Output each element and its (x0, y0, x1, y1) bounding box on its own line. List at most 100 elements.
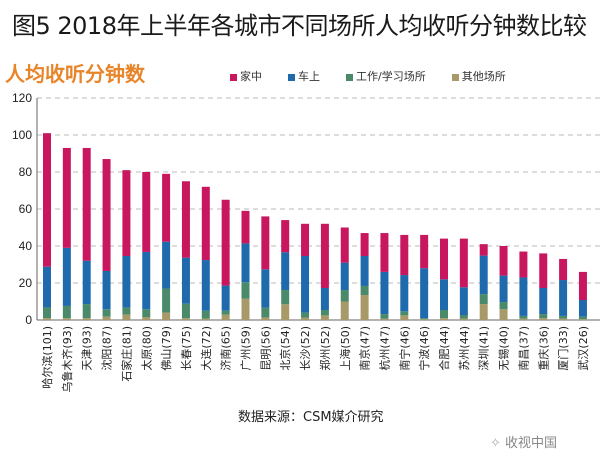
bar-segment (499, 309, 508, 320)
x-tick-label: 杭州(47) (377, 326, 391, 371)
x-tick-label: 南京(47) (358, 326, 372, 371)
bar-segment (479, 304, 488, 320)
bar-segment (320, 287, 329, 311)
y-tick-label: 20 (19, 276, 33, 290)
bar-segment (261, 307, 270, 318)
bar-segment (320, 315, 329, 320)
bar-segment (400, 234, 409, 276)
bar-segment (102, 316, 111, 320)
bar-segment (221, 310, 230, 315)
bar-segment (578, 316, 587, 320)
bar-segment (360, 255, 369, 286)
bar-segment (241, 210, 250, 244)
bar-segment (43, 133, 51, 267)
bar-segment (82, 260, 91, 305)
x-tick-label: 天津(93) (81, 326, 94, 371)
bar-segment (539, 253, 548, 288)
legend: 家中 车上 工作/学习场所 其他场所 (230, 68, 506, 84)
x-tick-label: 郑州(52) (318, 326, 332, 371)
bar-segment (380, 314, 389, 319)
bar-segment (102, 159, 111, 271)
x-tick-label: 南昌(37) (517, 326, 530, 371)
y-tick-label: 100 (12, 128, 32, 142)
bar-segment (43, 266, 51, 308)
bar-segment (539, 287, 548, 315)
bar-segment (479, 244, 488, 256)
bar-segment (459, 238, 468, 288)
bar-segment (320, 310, 329, 316)
wechat-icon: ✧ (490, 436, 506, 451)
bar-segment (162, 173, 171, 242)
bar-segment (122, 314, 131, 320)
x-tick-label: 长沙(52) (299, 326, 312, 371)
bar-segment (162, 312, 171, 320)
bar-segment (519, 318, 528, 320)
bar-segment (281, 252, 290, 291)
bar-segment (281, 304, 290, 320)
bar-segment (62, 247, 71, 306)
bar-segment (221, 285, 230, 311)
bar-segment (142, 251, 151, 310)
x-tick-label: 重庆(36) (536, 326, 550, 371)
bar-segment (261, 216, 270, 270)
y-tick-label: 40 (19, 239, 33, 253)
bar-segment (340, 262, 349, 291)
bar-segment (301, 317, 310, 320)
bar-segment (142, 309, 151, 318)
bar-segment (62, 318, 71, 320)
bar-segment (340, 227, 349, 263)
y-tick-label: 60 (19, 202, 33, 216)
bar-segment (301, 223, 310, 256)
bar-segment (340, 301, 349, 320)
bar-segment (122, 170, 131, 256)
bar-segment (122, 307, 131, 315)
bar-segment (380, 271, 389, 315)
legend-swatch (288, 73, 295, 81)
x-tick-label: 长春(75) (180, 326, 193, 371)
bar-segment (62, 147, 71, 248)
x-tick-label: 沈阳(87) (100, 326, 114, 371)
x-tick-label: 深圳(41) (478, 326, 491, 371)
bar-segment (281, 220, 290, 253)
x-tick-label: 石家庄(81) (119, 326, 133, 382)
bar-segment (380, 233, 389, 272)
x-tick-label: 厦门(33) (556, 326, 570, 371)
bar-segment (162, 288, 171, 313)
bar-segment (479, 294, 488, 305)
bar-segment (559, 318, 568, 320)
bar-segment (539, 314, 548, 319)
x-tick-label: 合肥(44) (437, 326, 451, 371)
x-tick-label: 广州(59) (240, 326, 253, 371)
bar-segment (241, 282, 250, 299)
y-tick-label: 0 (25, 313, 32, 327)
y-axis-label: 人均收听分钟数 (5, 62, 145, 86)
bar-segment (261, 317, 270, 320)
x-tick-label: 太原(80) (140, 326, 153, 371)
bar-segment (400, 315, 409, 320)
x-tick-label: 宁波(46) (417, 326, 431, 371)
bar-segment (420, 268, 429, 319)
bar-segment (181, 181, 190, 258)
bar-segment (301, 312, 310, 318)
bar-segment (519, 277, 528, 316)
bar-segment (459, 318, 468, 320)
bar-segment (201, 186, 210, 261)
bar-segment (440, 310, 448, 319)
bar-segment (241, 298, 250, 320)
bar-segment (102, 270, 111, 310)
bar-segment (578, 319, 587, 320)
legend-item-car: 车上 (288, 68, 320, 84)
x-tick-label: 无锡(40) (497, 326, 511, 371)
x-tick-label: 济南(65) (219, 326, 233, 371)
bar-segment (241, 243, 250, 283)
bar-segment (181, 303, 190, 319)
bar-segment (62, 305, 71, 319)
bar-segment (301, 255, 310, 313)
bar-segment (281, 290, 290, 305)
bar-segment (499, 246, 508, 276)
bar-segment (201, 318, 210, 320)
bar-segment (261, 269, 270, 308)
bar-segment (499, 275, 508, 303)
bar-segment (221, 199, 230, 286)
